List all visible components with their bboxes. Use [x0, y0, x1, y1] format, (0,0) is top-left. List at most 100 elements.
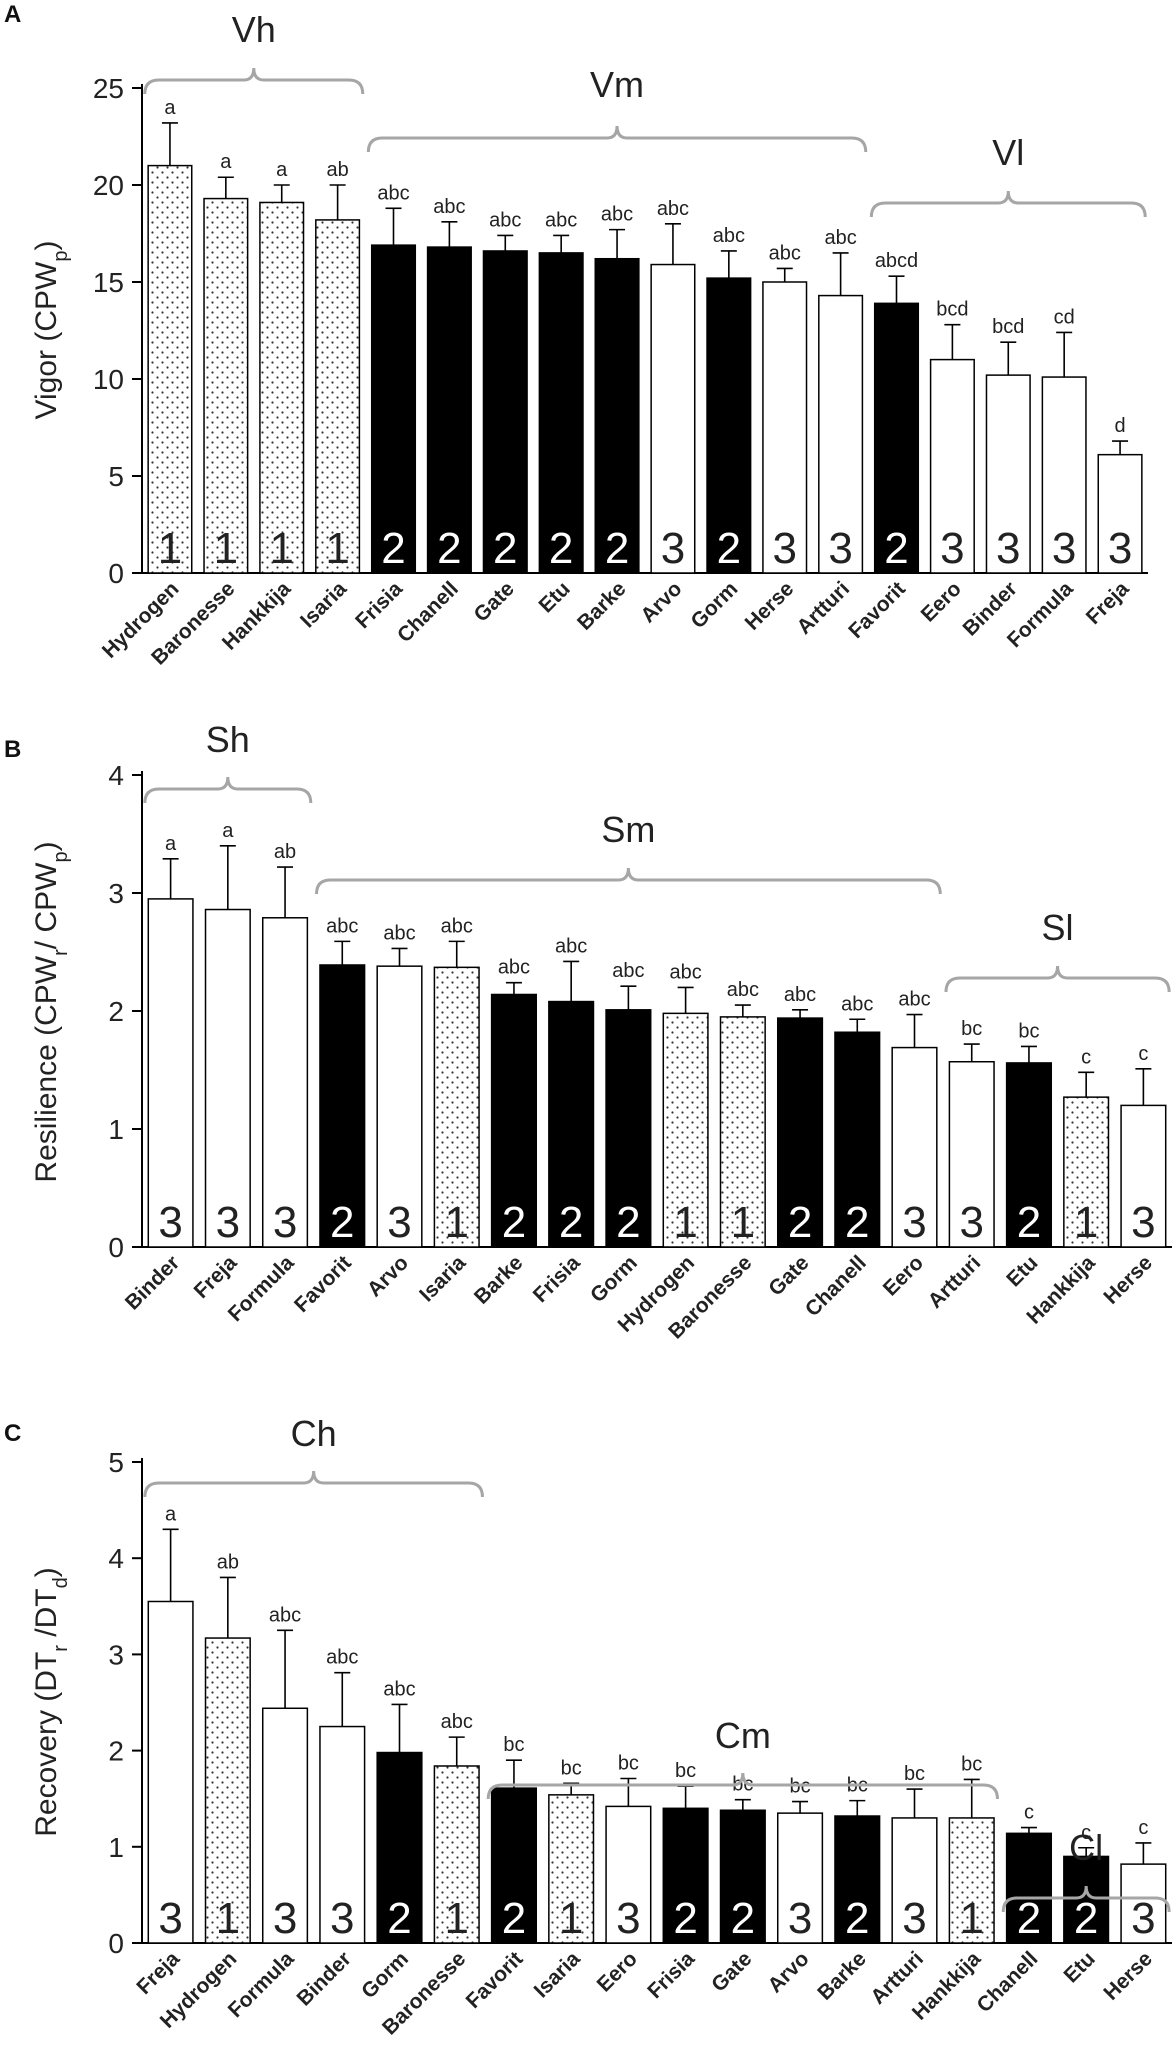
cluster-label: 2: [717, 524, 741, 573]
bar: [719, 1809, 766, 1944]
bar: [929, 358, 975, 574]
significance-label: abc: [713, 225, 745, 247]
significance-label: a: [164, 97, 176, 119]
bar: [426, 246, 472, 574]
significance-label: abcd: [875, 250, 918, 272]
y-tick-label: 4: [108, 1543, 124, 1574]
significance-label: bc: [904, 1763, 925, 1785]
cluster-label: 2: [845, 1894, 869, 1943]
significance-label: abc: [383, 922, 415, 944]
cluster-label: 2: [1017, 1198, 1041, 1247]
category-label: Gorm: [357, 1947, 413, 2003]
bar: [1005, 1062, 1053, 1248]
cluster-label: 1: [959, 1894, 983, 1943]
cluster-label: 3: [158, 1894, 182, 1943]
cluster-label: 3: [1052, 524, 1076, 573]
panel-label: B: [4, 736, 21, 763]
y-tick-label: 5: [108, 1447, 124, 1478]
category-label: Favorit: [290, 1251, 356, 1317]
significance-label: bc: [675, 1760, 696, 1782]
y-tick-label: 15: [93, 267, 124, 298]
significance-label: bc: [789, 1776, 810, 1798]
cluster-label: 2: [605, 524, 629, 573]
cluster-label: 2: [1074, 1894, 1098, 1943]
category-label: Arvo: [636, 577, 686, 627]
significance-label: abc: [326, 1647, 358, 1669]
category-label: Arvo: [763, 1947, 813, 1997]
bar: [147, 898, 194, 1248]
bar: [834, 1031, 881, 1248]
y-tick-label: 3: [108, 1639, 124, 1670]
significance-label: abc: [657, 198, 689, 220]
category-label: Herse: [1099, 1947, 1157, 2005]
cluster-label: 2: [731, 1894, 755, 1943]
cluster-label: 1: [325, 524, 349, 573]
significance-label: d: [1114, 415, 1125, 437]
significance-label: abc: [383, 1678, 415, 1700]
significance-label: abc: [824, 227, 856, 249]
category-label: Favorit: [462, 1947, 528, 2013]
category-label: Gate: [707, 1947, 756, 1996]
bar: [261, 917, 309, 1248]
significance-label: cd: [1054, 306, 1075, 328]
y-axis-title: Recovery (DTr /DTd): [30, 1567, 72, 1837]
category-label: Chanell: [801, 1251, 871, 1321]
significance-label: bc: [1018, 1020, 1039, 1042]
category-label: Gate: [470, 577, 519, 626]
cluster-label: 1: [216, 1894, 240, 1943]
cluster-label: 3: [616, 1894, 640, 1943]
cluster-label: 3: [940, 524, 964, 573]
group-bracket: [143, 1470, 484, 1498]
significance-label: c: [1081, 1822, 1091, 1844]
cluster-label: 1: [444, 1894, 468, 1943]
cluster-label: 3: [330, 1894, 354, 1943]
category-label: Herse: [1099, 1251, 1157, 1309]
category-label: Favorit: [844, 577, 910, 643]
bar: [594, 257, 640, 574]
category-label: Gorm: [586, 1251, 642, 1307]
group-label: Vh: [232, 9, 276, 50]
bar: [147, 1600, 194, 1944]
bar: [548, 1000, 595, 1248]
significance-label: c: [1138, 1043, 1148, 1065]
group-bracket: [486, 1772, 999, 1800]
significance-label: bc: [961, 1753, 982, 1775]
cluster-label: 1: [731, 1198, 755, 1247]
significance-label: abc: [326, 915, 358, 937]
cluster-label: 3: [828, 524, 852, 573]
category-label: Etu: [1002, 1251, 1042, 1291]
significance-label: abc: [841, 993, 873, 1015]
significance-label: abc: [269, 1604, 301, 1626]
significance-label: abc: [545, 209, 577, 231]
cluster-label: 3: [772, 524, 796, 573]
category-label: Isaria: [415, 1251, 470, 1306]
category-label: Etu: [1060, 1947, 1100, 1987]
category-label: Frisia: [643, 1947, 699, 2003]
significance-label: a: [220, 151, 232, 173]
significance-label: bcd: [992, 316, 1024, 338]
cluster-label: 3: [1108, 524, 1132, 573]
group-label: Sm: [601, 809, 655, 850]
category-label: Binder: [121, 1251, 184, 1314]
group-bracket: [143, 776, 313, 804]
bar: [818, 294, 864, 574]
significance-label: a: [165, 833, 177, 855]
group-label: Sh: [206, 719, 250, 760]
significance-label: bc: [503, 1734, 524, 1756]
group-label: Cm: [715, 1715, 771, 1756]
cluster-label: 2: [502, 1198, 526, 1247]
significance-label: abc: [377, 182, 409, 204]
cluster-label: 2: [381, 524, 405, 573]
significance-label: ab: [326, 159, 348, 181]
cluster-label: 3: [788, 1894, 812, 1943]
y-tick-label: 1: [108, 1114, 124, 1145]
y-tick-label: 10: [93, 364, 124, 395]
significance-label: abc: [612, 960, 644, 982]
cluster-label: 2: [330, 1198, 354, 1247]
significance-label: bc: [732, 1774, 753, 1796]
cluster-label: 3: [158, 1198, 182, 1247]
significance-label: ab: [217, 1551, 239, 1573]
significance-label: abc: [555, 935, 587, 957]
